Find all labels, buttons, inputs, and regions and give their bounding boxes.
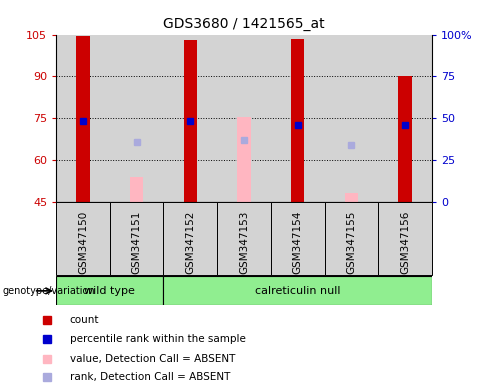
Bar: [271, 202, 325, 275]
Bar: [291, 39, 305, 202]
Bar: [163, 276, 432, 305]
Bar: [217, 202, 271, 275]
Bar: [325, 202, 378, 275]
Bar: [56, 276, 163, 305]
Text: rank, Detection Call = ABSENT: rank, Detection Call = ABSENT: [70, 372, 230, 382]
Bar: [163, 202, 217, 275]
Text: GSM347156: GSM347156: [400, 210, 410, 274]
Bar: [271, 35, 325, 202]
Bar: [345, 193, 358, 202]
Text: GSM347151: GSM347151: [132, 210, 142, 274]
Text: GSM347153: GSM347153: [239, 210, 249, 274]
Bar: [163, 35, 217, 202]
Bar: [325, 35, 378, 202]
Bar: [56, 35, 110, 202]
Bar: [76, 36, 90, 202]
Title: GDS3680 / 1421565_at: GDS3680 / 1421565_at: [163, 17, 325, 31]
Bar: [378, 202, 432, 275]
Bar: [237, 117, 251, 202]
Bar: [217, 35, 271, 202]
Text: genotype/variation: genotype/variation: [2, 286, 95, 296]
Text: value, Detection Call = ABSENT: value, Detection Call = ABSENT: [70, 354, 235, 364]
Bar: [398, 76, 412, 202]
Text: GSM347155: GSM347155: [346, 210, 356, 274]
Bar: [378, 35, 432, 202]
Bar: [130, 177, 143, 202]
Text: calreticulin null: calreticulin null: [255, 286, 341, 296]
Text: GSM347154: GSM347154: [293, 210, 303, 274]
Text: percentile rank within the sample: percentile rank within the sample: [70, 334, 245, 344]
Text: count: count: [70, 315, 99, 325]
Text: GSM347150: GSM347150: [78, 210, 88, 274]
Text: GSM347152: GSM347152: [185, 210, 195, 274]
Bar: [183, 40, 197, 202]
Bar: [110, 202, 163, 275]
Text: wild type: wild type: [84, 286, 135, 296]
Bar: [110, 35, 163, 202]
Bar: [56, 202, 110, 275]
